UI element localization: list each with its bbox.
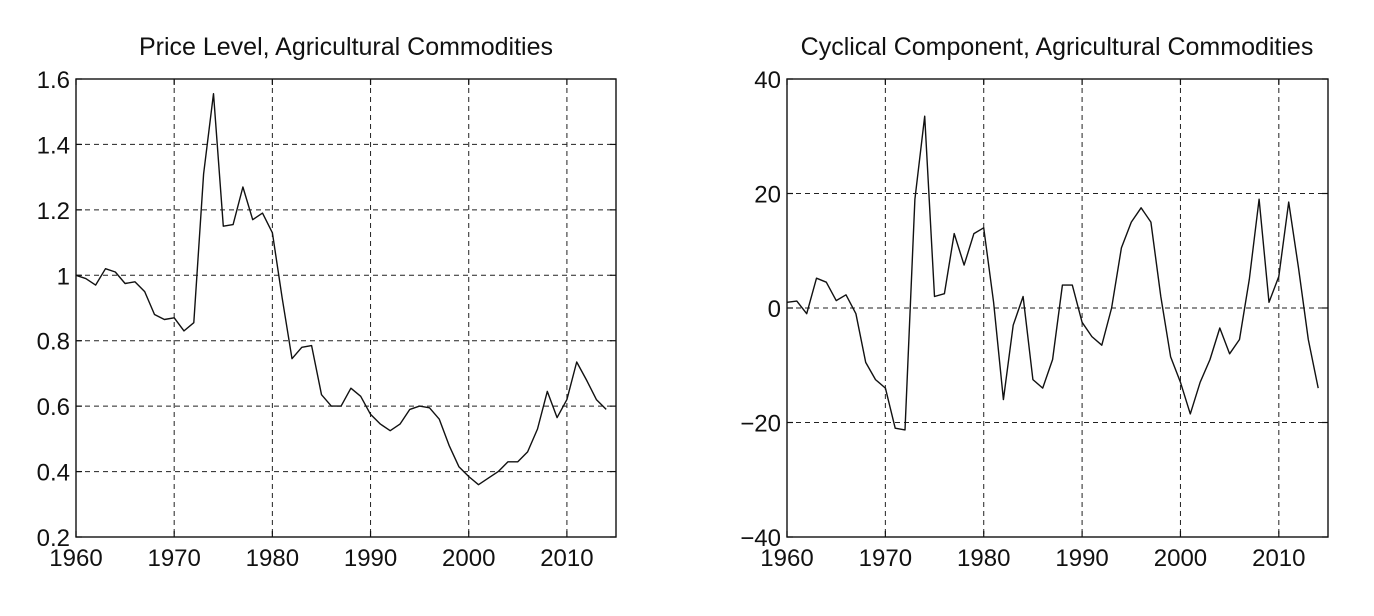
y-tick-label: 20 [754,182,781,209]
y-tick-label: 1.2 [37,198,70,225]
x-tick-label: 2000 [1154,545,1207,572]
x-tick-label: 1980 [246,545,299,572]
y-tick-label: −20 [740,411,781,438]
series-line [786,115,1319,431]
y-tick-label: 40 [754,67,781,94]
y-tick-label: 1.4 [37,132,70,159]
x-tick-label: 2010 [1252,545,1305,572]
plot-frame [75,78,617,538]
y-tick-label: 0.8 [37,329,70,356]
x-tick-label: 2000 [442,545,495,572]
price-level-chart: Price Level, Agricultural Commodities 196… [37,33,617,572]
x-tick-label: 1990 [344,545,397,572]
x-tick-label: 1960 [49,545,102,572]
chart-title: Price Level, Agricultural Commodities [139,33,553,61]
y-tick-label: 0.6 [37,394,70,421]
y-tick-label: 1 [57,263,70,290]
x-tick-label: 1990 [1055,545,1108,572]
y-tick-label: −40 [740,525,781,552]
x-tick-label: 1970 [147,545,200,572]
x-tick-label: 2010 [540,545,593,572]
x-tick-label: 1980 [957,545,1010,572]
chart-title: Cyclical Component, Agricultural Commodi… [801,33,1314,61]
y-tick-label: 0 [768,296,781,323]
plot-frame [786,78,1329,538]
y-tick-label: 1.6 [37,67,70,94]
y-tick-label: 0.4 [37,460,70,487]
y-tick-label: 0.2 [37,525,70,552]
cyclical-component-chart: Cyclical Component, Agricultural Commodi… [740,33,1329,572]
x-tick-label: 1970 [859,545,912,572]
series-line [75,92,607,486]
x-tick-label: 1960 [760,545,813,572]
